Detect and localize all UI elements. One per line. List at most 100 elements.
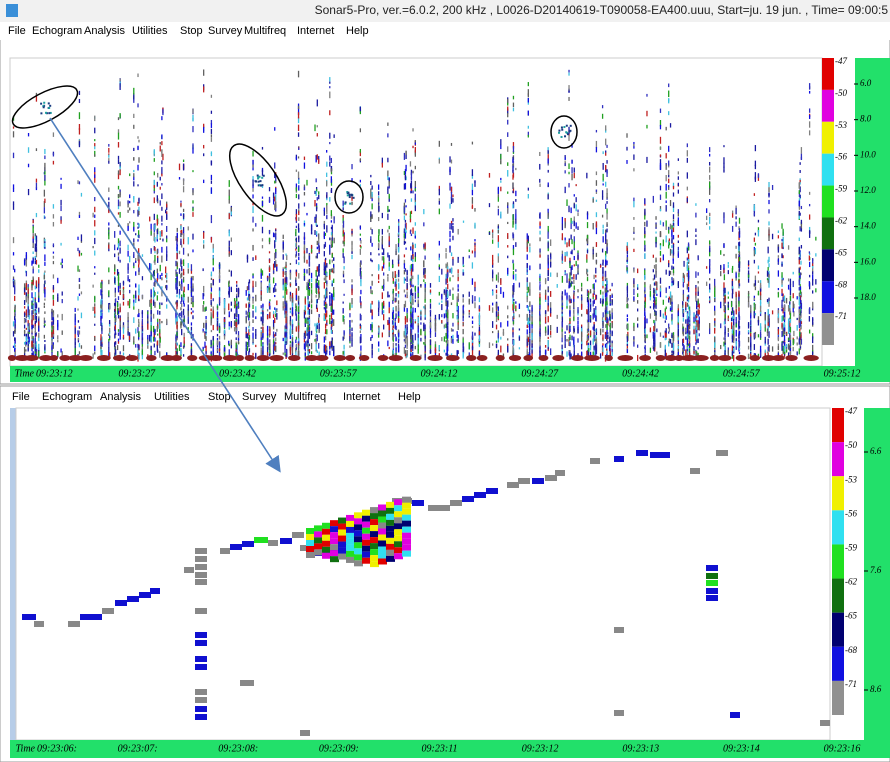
echo-dot	[655, 242, 656, 247]
echo-dot	[192, 249, 193, 252]
echo-dot	[127, 331, 128, 335]
echo-dot	[565, 331, 566, 333]
echo-dot	[581, 338, 582, 342]
echo-dot	[329, 110, 330, 115]
echo-dot	[500, 346, 501, 353]
echo-dot	[570, 223, 571, 229]
echo-dot	[668, 146, 669, 152]
echo-dot	[513, 238, 514, 240]
echo-dot	[809, 192, 810, 195]
echo-dot	[387, 123, 388, 126]
echo-dot	[527, 263, 528, 266]
echo-dot	[333, 257, 334, 260]
menu-item[interactable]: Echogram	[32, 25, 82, 37]
echo-dot	[451, 267, 452, 272]
echo-dot	[498, 194, 499, 197]
echo-dot	[430, 340, 431, 345]
echo-dot	[343, 351, 344, 354]
echo-dot	[378, 281, 379, 283]
echo-dot	[133, 222, 134, 227]
echo-dot	[273, 270, 274, 273]
echo-dot	[360, 158, 361, 161]
echo-dot	[166, 226, 167, 232]
echo-dot	[154, 214, 155, 220]
echo-dot	[723, 217, 724, 223]
echo-dot	[723, 163, 724, 168]
echo-dot	[670, 200, 671, 206]
echo-dot	[211, 278, 212, 280]
echo-dot	[678, 176, 679, 179]
echo-dot	[732, 288, 733, 294]
echo-dot	[706, 282, 707, 286]
echo-dot	[153, 326, 154, 332]
echo-dot	[108, 290, 109, 296]
echo-dot	[292, 298, 293, 303]
menu-item[interactable]: Analysis	[84, 25, 125, 37]
echo-dot	[778, 255, 779, 258]
echo-dot	[626, 325, 627, 329]
menu-item[interactable]: Utilities	[132, 25, 168, 37]
echo-dot	[576, 204, 577, 211]
echo-dot	[698, 347, 699, 349]
echo-dot	[768, 209, 769, 213]
menu-item[interactable]: Survey	[208, 25, 243, 37]
echo-dot	[424, 269, 425, 274]
echo-dot	[115, 325, 116, 330]
echo-dot	[507, 120, 508, 125]
echo-dot	[154, 149, 155, 154]
echo-dot	[269, 251, 270, 253]
echo-dot	[349, 320, 350, 327]
menu-item[interactable]: File	[8, 25, 26, 37]
echo-dot	[562, 223, 563, 230]
echo-dot	[587, 211, 588, 214]
echo-dot	[472, 190, 473, 196]
echo-dot	[33, 243, 34, 246]
echo-dot	[748, 260, 749, 265]
echo-dot	[654, 265, 655, 269]
echo-dot	[479, 335, 480, 341]
echo-dot	[507, 233, 508, 239]
echo-dot	[507, 256, 508, 259]
echo-dot	[627, 349, 628, 353]
echo-dot	[449, 231, 450, 237]
echo-dot	[273, 345, 274, 351]
echo-dot	[581, 297, 582, 300]
echo-dot	[507, 268, 508, 275]
echo-dot	[137, 184, 138, 186]
echo-dot	[371, 324, 372, 328]
echo-dot	[489, 173, 490, 178]
menu-item[interactable]: Internet	[297, 25, 334, 37]
echo-dot	[507, 321, 508, 327]
echo-dot	[109, 324, 110, 327]
echo-dot	[154, 247, 155, 251]
echo-dot	[275, 229, 276, 231]
echo-dot	[133, 114, 134, 118]
echo-dot	[31, 282, 32, 284]
echo-dot	[404, 263, 405, 268]
menu-item[interactable]: Help	[346, 25, 369, 37]
echo-dot	[309, 327, 310, 330]
echo-dot	[120, 351, 121, 354]
echo-dot	[660, 154, 661, 156]
echo-dot	[645, 345, 646, 350]
echo-dot	[423, 342, 424, 344]
menu-item[interactable]: Multifreq	[244, 25, 286, 37]
echo-dot	[595, 268, 596, 274]
echo-dot	[441, 304, 442, 310]
echo-dot	[290, 341, 291, 344]
echo-dot	[378, 206, 379, 212]
echo-dot	[626, 260, 627, 262]
echo-dot	[360, 302, 361, 305]
echo-dot	[405, 151, 406, 155]
echo-dot	[577, 226, 578, 230]
echo-dot	[492, 272, 493, 274]
echo-dot	[133, 170, 134, 172]
echo-dot	[395, 306, 396, 312]
menu-item[interactable]: Stop	[180, 25, 203, 37]
echo-dot	[318, 314, 319, 317]
echo-dot	[698, 281, 699, 283]
echo-dot	[412, 245, 413, 250]
echo-dot	[498, 316, 499, 319]
echo-dot	[611, 283, 612, 287]
echo-dot	[305, 298, 306, 304]
